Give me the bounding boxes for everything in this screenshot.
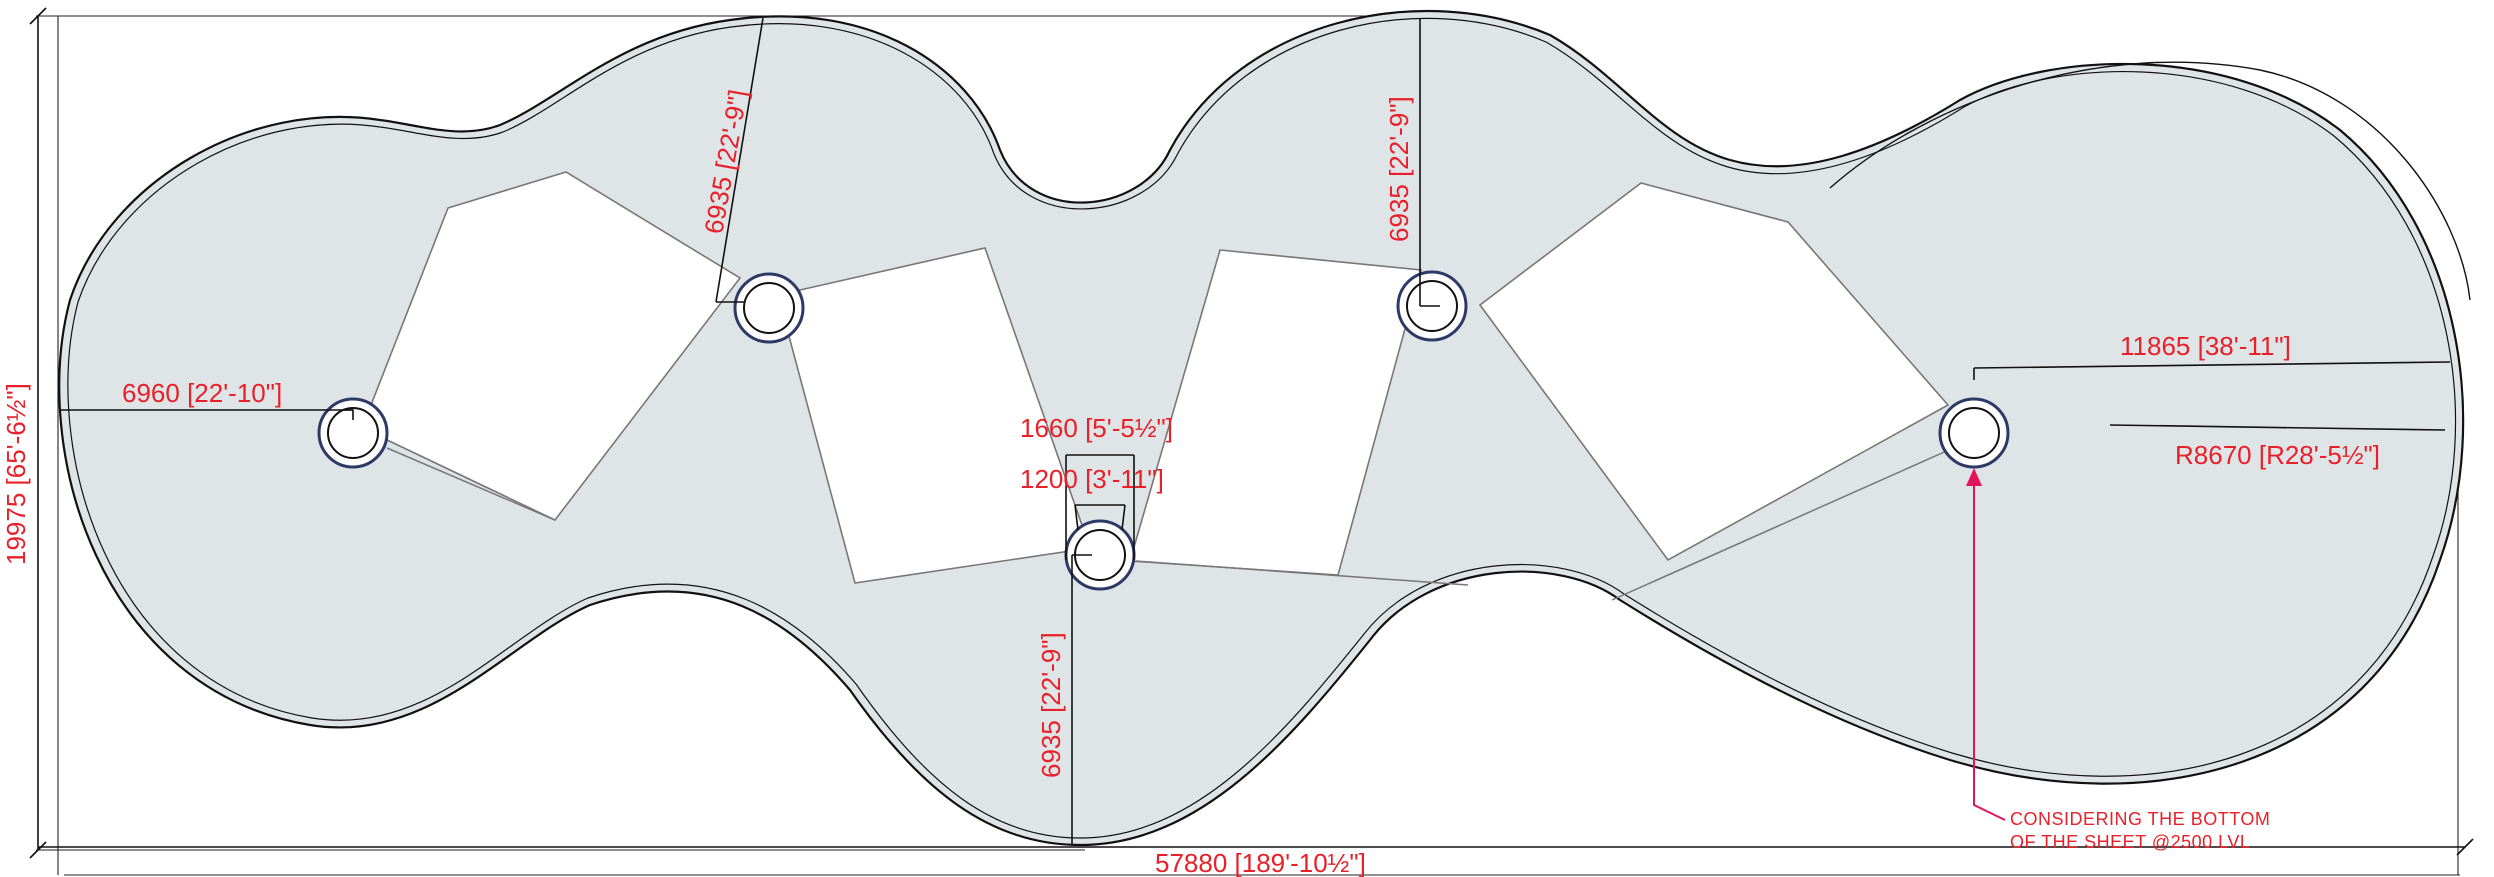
opening-1 <box>360 171 742 522</box>
column-outer-width-label: 1660 [5'-5½"] <box>1020 413 1173 443</box>
bottom-radius-label: 6935 [22'-9"] <box>1036 632 1066 778</box>
canopy-inner-edge <box>67 17 2457 839</box>
overall-width-label: 57880 [189'-10½"] <box>1155 848 1366 877</box>
overall-height-label: 19975 [65'-6½"] <box>1 383 31 565</box>
note-line-2: OF THE SHEET @2500 LVL <box>2010 832 2250 852</box>
column-bottom-middle <box>1064 519 1136 591</box>
right-radius-label: 11865 [38'-11"] <box>2120 331 2291 361</box>
right-alt-radius-label: R8670 [R28'-5½"] <box>2175 440 2380 470</box>
top-middle-radius-label: 6935 [22'-9"] <box>1384 96 1414 242</box>
cable-lines <box>386 444 1961 601</box>
opening-4 <box>1478 182 1950 562</box>
column-top-left <box>733 272 805 344</box>
column-inner-width-label: 1200 [3'-11"] <box>1020 464 1164 494</box>
column-right <box>1938 397 2010 469</box>
right-lobe-arc <box>1829 61 2471 301</box>
column-left <box>317 397 389 469</box>
dimension-lines <box>29 7 2474 859</box>
note-line-1: CONSIDERING THE BOTTOM <box>2010 809 2270 829</box>
canopy-openings <box>360 171 1950 584</box>
note-leader <box>1966 468 2006 821</box>
left-radius-label: 6960 [22'-10"] <box>122 378 282 408</box>
